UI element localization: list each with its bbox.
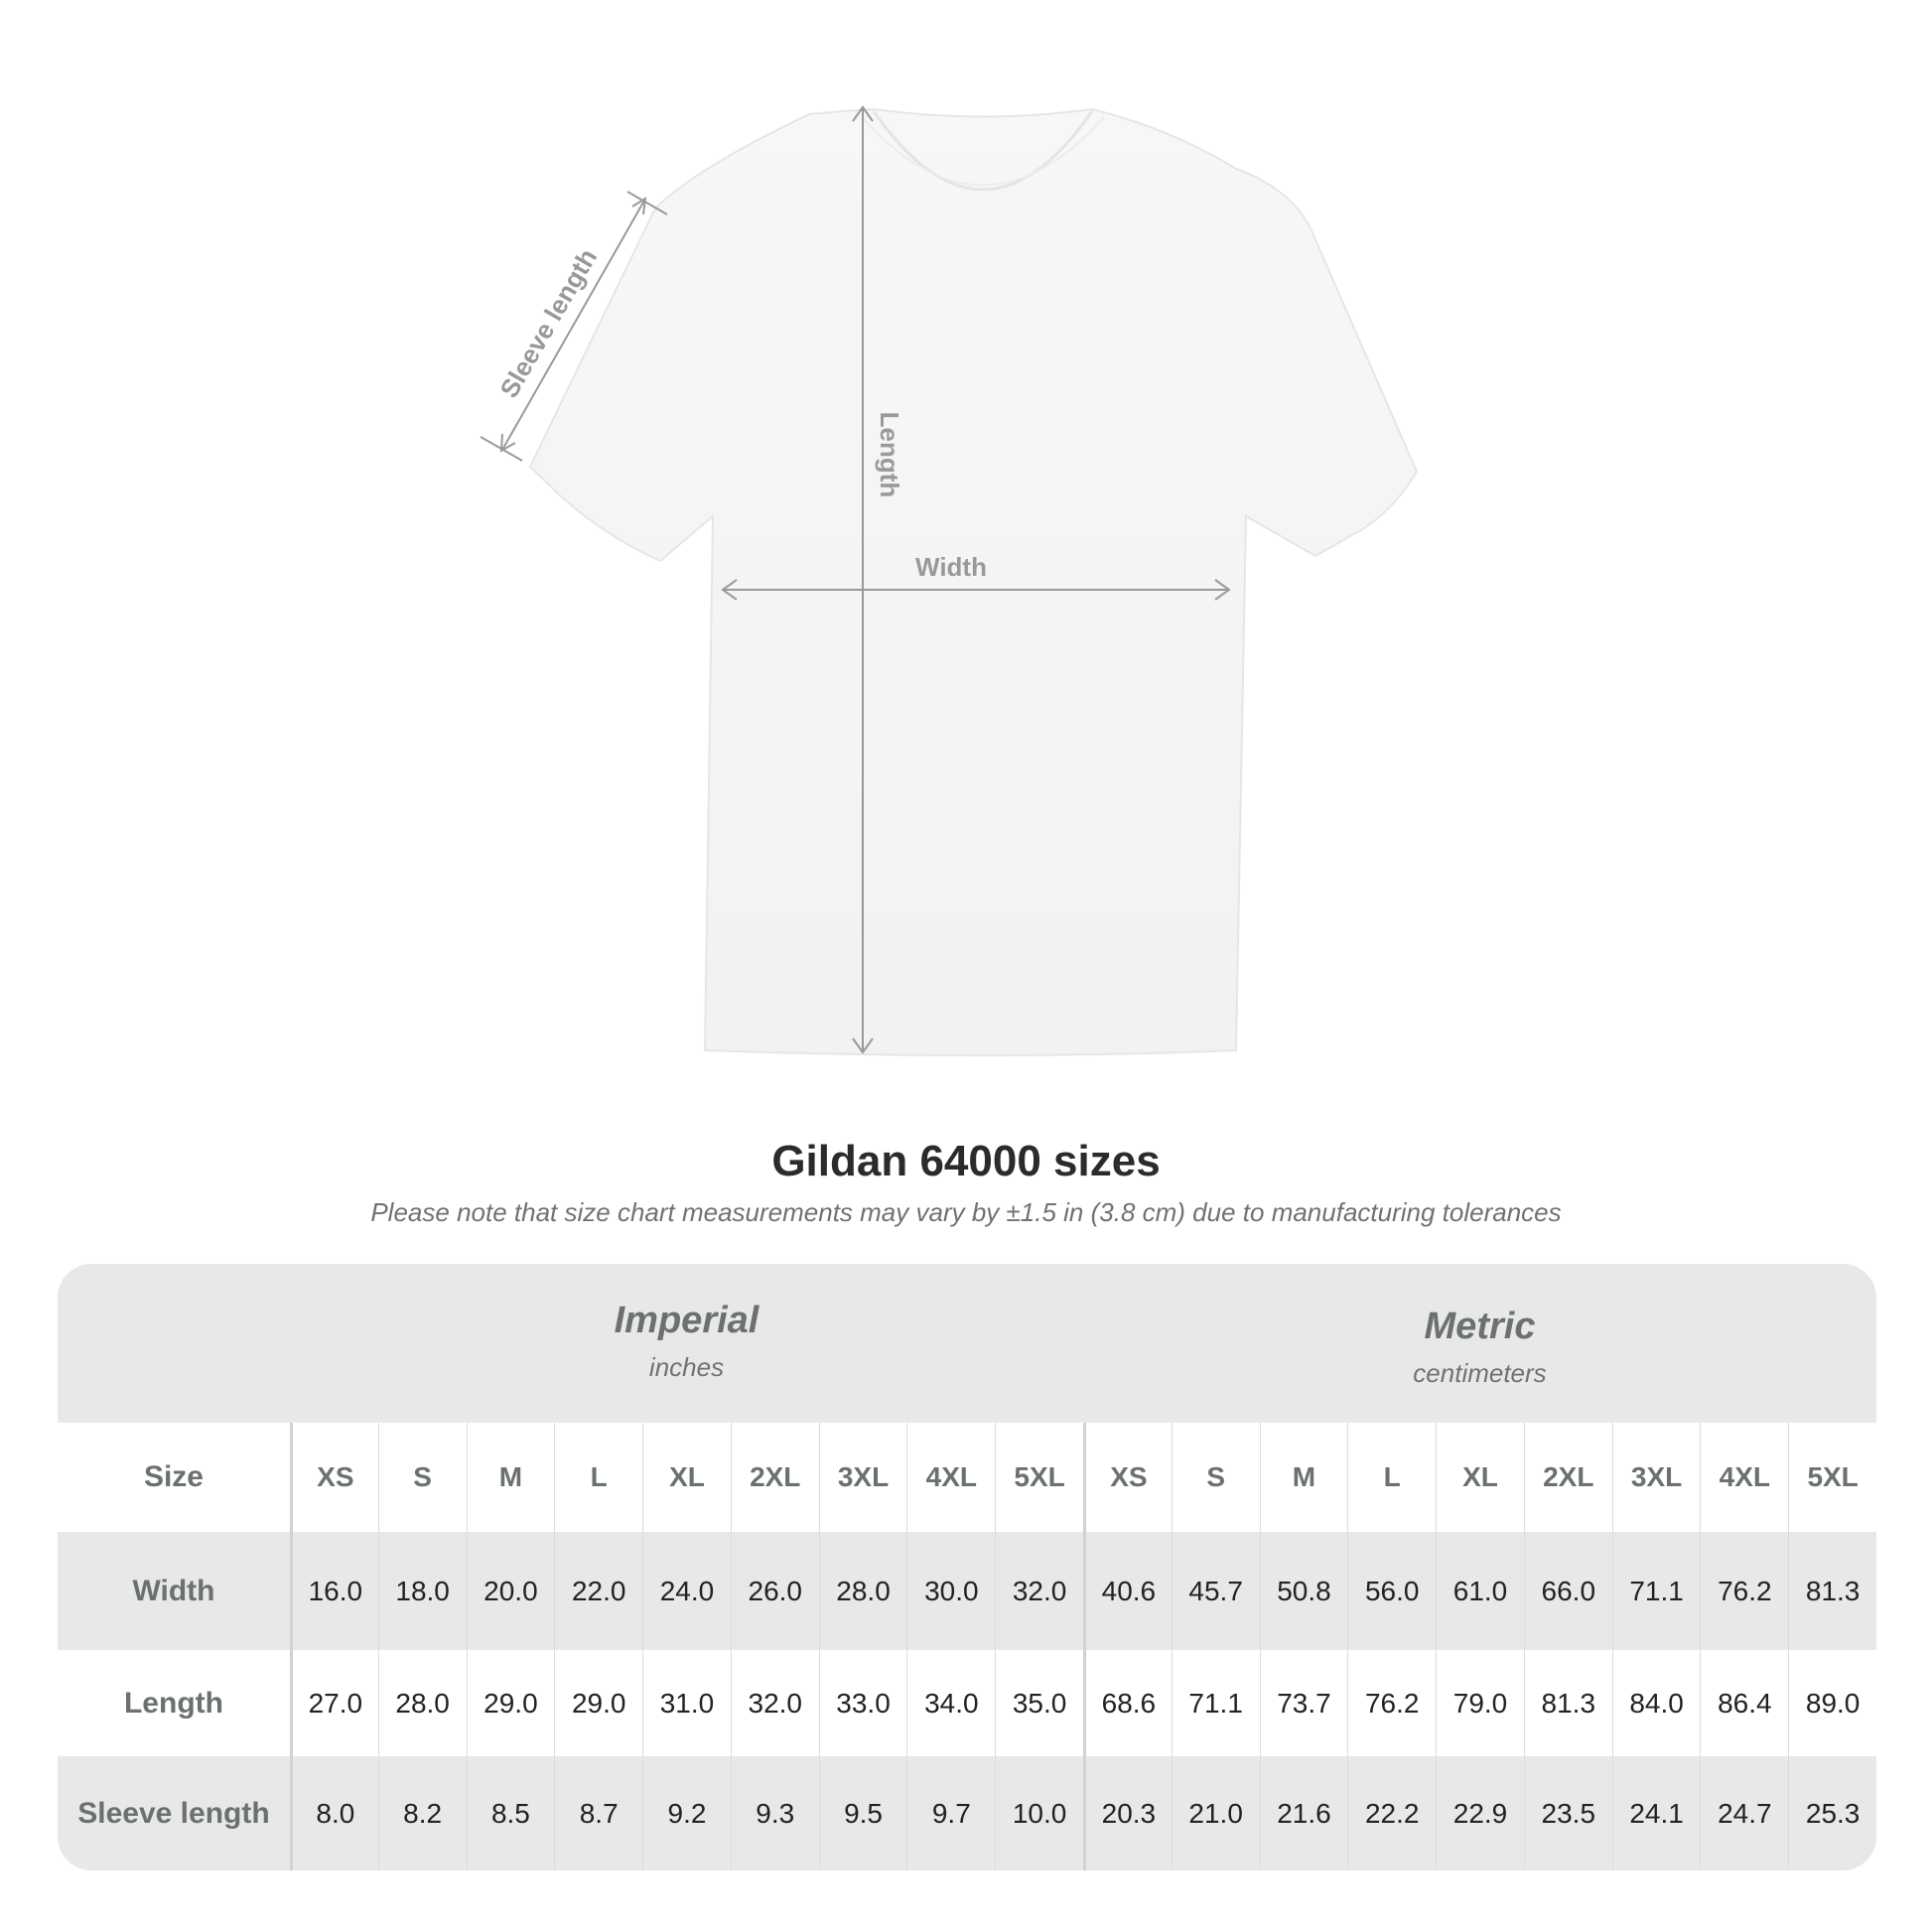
imperial-unit: inches [648, 1352, 725, 1382]
metric-value-cell: 21.6 [1259, 1756, 1348, 1870]
imperial-value-cell: 29.0 [466, 1650, 555, 1756]
imperial-size-header: 5XL [995, 1423, 1083, 1532]
metric-value-cell: 86.4 [1700, 1650, 1788, 1756]
metric-value-cell: 50.8 [1259, 1532, 1348, 1650]
metric-value-cell: 81.3 [1523, 1650, 1612, 1756]
metric-value-cell: 68.6 [1082, 1650, 1172, 1756]
imperial-value-cell: 27.0 [289, 1650, 378, 1756]
imperial-value-cell: 9.5 [818, 1756, 907, 1870]
imperial-value-cell: 22.0 [554, 1532, 642, 1650]
imperial-value-cell: 35.0 [995, 1650, 1083, 1756]
imperial-size-header: 3XL [818, 1423, 907, 1532]
imperial-value-cell: 8.7 [554, 1756, 642, 1870]
metric-value-cell: 79.0 [1436, 1650, 1524, 1756]
metric-size-header: M [1259, 1423, 1348, 1532]
metric-size-header: 5XL [1788, 1423, 1876, 1532]
sleeve-arrow [501, 200, 645, 451]
tshirt-shape [528, 107, 1419, 1056]
tolerance-note: Please note that size chart measurements… [370, 1197, 1562, 1227]
length-label: Length [875, 412, 904, 498]
metric-header: Metric centimeters [1083, 1264, 1876, 1423]
imperial-value-cell: 34.0 [906, 1650, 995, 1756]
table-row: Length 27.0 28.0 29.0 29.0 31.0 32.0 33.0 34.0 35… [58, 1650, 1876, 1756]
imperial-value-cell: 8.5 [466, 1756, 555, 1870]
imperial-header: Imperial inches [290, 1264, 1083, 1423]
width-label: Width [915, 552, 987, 582]
size-row: Size XS S M L XL 2XL 3XL 4XL 5XL XS S M L XL 2XL 3XL 4XL… [58, 1423, 1876, 1532]
metric-value-cell: 24.1 [1611, 1756, 1701, 1870]
imperial-value-cell: 10.0 [995, 1756, 1083, 1870]
size-table: Imperial inches Metric centimeters Size … [58, 1264, 1876, 1870]
metric-value-cell: 84.0 [1611, 1650, 1701, 1756]
imperial-value-cell: 9.3 [730, 1756, 819, 1870]
row-label: Width [132, 1574, 215, 1607]
imperial-value-cell: 32.0 [730, 1650, 819, 1756]
metric-value-cell: 45.7 [1171, 1532, 1260, 1650]
metric-value-cell: 21.0 [1171, 1756, 1260, 1870]
imperial-value-cell: 30.0 [906, 1532, 995, 1650]
metric-value-cell: 22.2 [1347, 1756, 1436, 1870]
metric-value-cell: 89.0 [1788, 1650, 1876, 1756]
metric-value-cell: 73.7 [1259, 1650, 1348, 1756]
imperial-size-header: XL [642, 1423, 731, 1532]
imperial-title: Imperial [614, 1300, 759, 1341]
metric-value-cell: 40.6 [1082, 1532, 1172, 1650]
row-label: Length [123, 1686, 223, 1720]
table-row: Width 16.0 18.0 20.0 22.0 24.0 26.0 28.0 30.0 32.… [58, 1532, 1876, 1650]
metric-value-cell: 61.0 [1436, 1532, 1524, 1650]
metric-value-cell: 76.2 [1700, 1532, 1788, 1650]
imperial-value-cell: 8.0 [289, 1756, 378, 1870]
metric-size-header: 4XL [1700, 1423, 1788, 1532]
page-title: Gildan 64000 sizes [771, 1137, 1161, 1185]
metric-value-cell: 24.7 [1700, 1756, 1788, 1870]
imperial-size-header: XS [289, 1423, 378, 1532]
metric-value-cell: 20.3 [1082, 1756, 1172, 1870]
imperial-size-header: 2XL [730, 1423, 819, 1532]
metric-size-header: 2XL [1523, 1423, 1612, 1532]
imperial-value-cell: 16.0 [289, 1532, 378, 1650]
row-label: Sleeve length [77, 1796, 270, 1830]
imperial-value-cell: 33.0 [818, 1650, 907, 1756]
imperial-size-header: L [554, 1423, 642, 1532]
metric-size-header: S [1171, 1423, 1260, 1532]
table-row: Sleeve length 8.0 8.2 8.5 8.7 9.2 9.3 9.5 9.7 10.… [58, 1756, 1876, 1870]
imperial-value-cell: 8.2 [377, 1756, 467, 1870]
imperial-value-cell: 28.0 [377, 1650, 467, 1756]
metric-title: Metric [1424, 1306, 1536, 1347]
imperial-size-header: 4XL [906, 1423, 995, 1532]
imperial-size-header: M [466, 1423, 555, 1532]
metric-value-cell: 23.5 [1523, 1756, 1612, 1870]
imperial-value-cell: 9.2 [642, 1756, 731, 1870]
metric-value-cell: 56.0 [1347, 1532, 1436, 1650]
size-label: Size [143, 1460, 204, 1493]
metric-value-cell: 66.0 [1523, 1532, 1612, 1650]
metric-value-cell: 81.3 [1788, 1532, 1876, 1650]
imperial-value-cell: 20.0 [466, 1532, 555, 1650]
imperial-value-cell: 18.0 [377, 1532, 467, 1650]
metric-value-cell: 71.1 [1171, 1650, 1260, 1756]
metric-value-cell: 71.1 [1611, 1532, 1701, 1650]
imperial-value-cell: 26.0 [730, 1532, 819, 1650]
imperial-value-cell: 32.0 [995, 1532, 1083, 1650]
imperial-value-cell: 29.0 [554, 1650, 642, 1756]
imperial-value-cell: 28.0 [818, 1532, 907, 1650]
metric-size-header: XL [1436, 1423, 1524, 1532]
metric-size-header: XS [1082, 1423, 1172, 1532]
metric-size-header: L [1347, 1423, 1436, 1532]
metric-value-cell: 22.9 [1436, 1756, 1524, 1870]
metric-size-header: 3XL [1611, 1423, 1701, 1532]
imperial-size-header: S [377, 1423, 467, 1532]
metric-unit: centimeters [1413, 1358, 1547, 1388]
tshirt-diagram: Sleeve length Length Width [480, 105, 1419, 1056]
imperial-value-cell: 24.0 [642, 1532, 731, 1650]
imperial-value-cell: 31.0 [642, 1650, 731, 1756]
metric-value-cell: 25.3 [1788, 1756, 1876, 1870]
imperial-value-cell: 9.7 [906, 1756, 995, 1870]
metric-value-cell: 76.2 [1347, 1650, 1436, 1756]
